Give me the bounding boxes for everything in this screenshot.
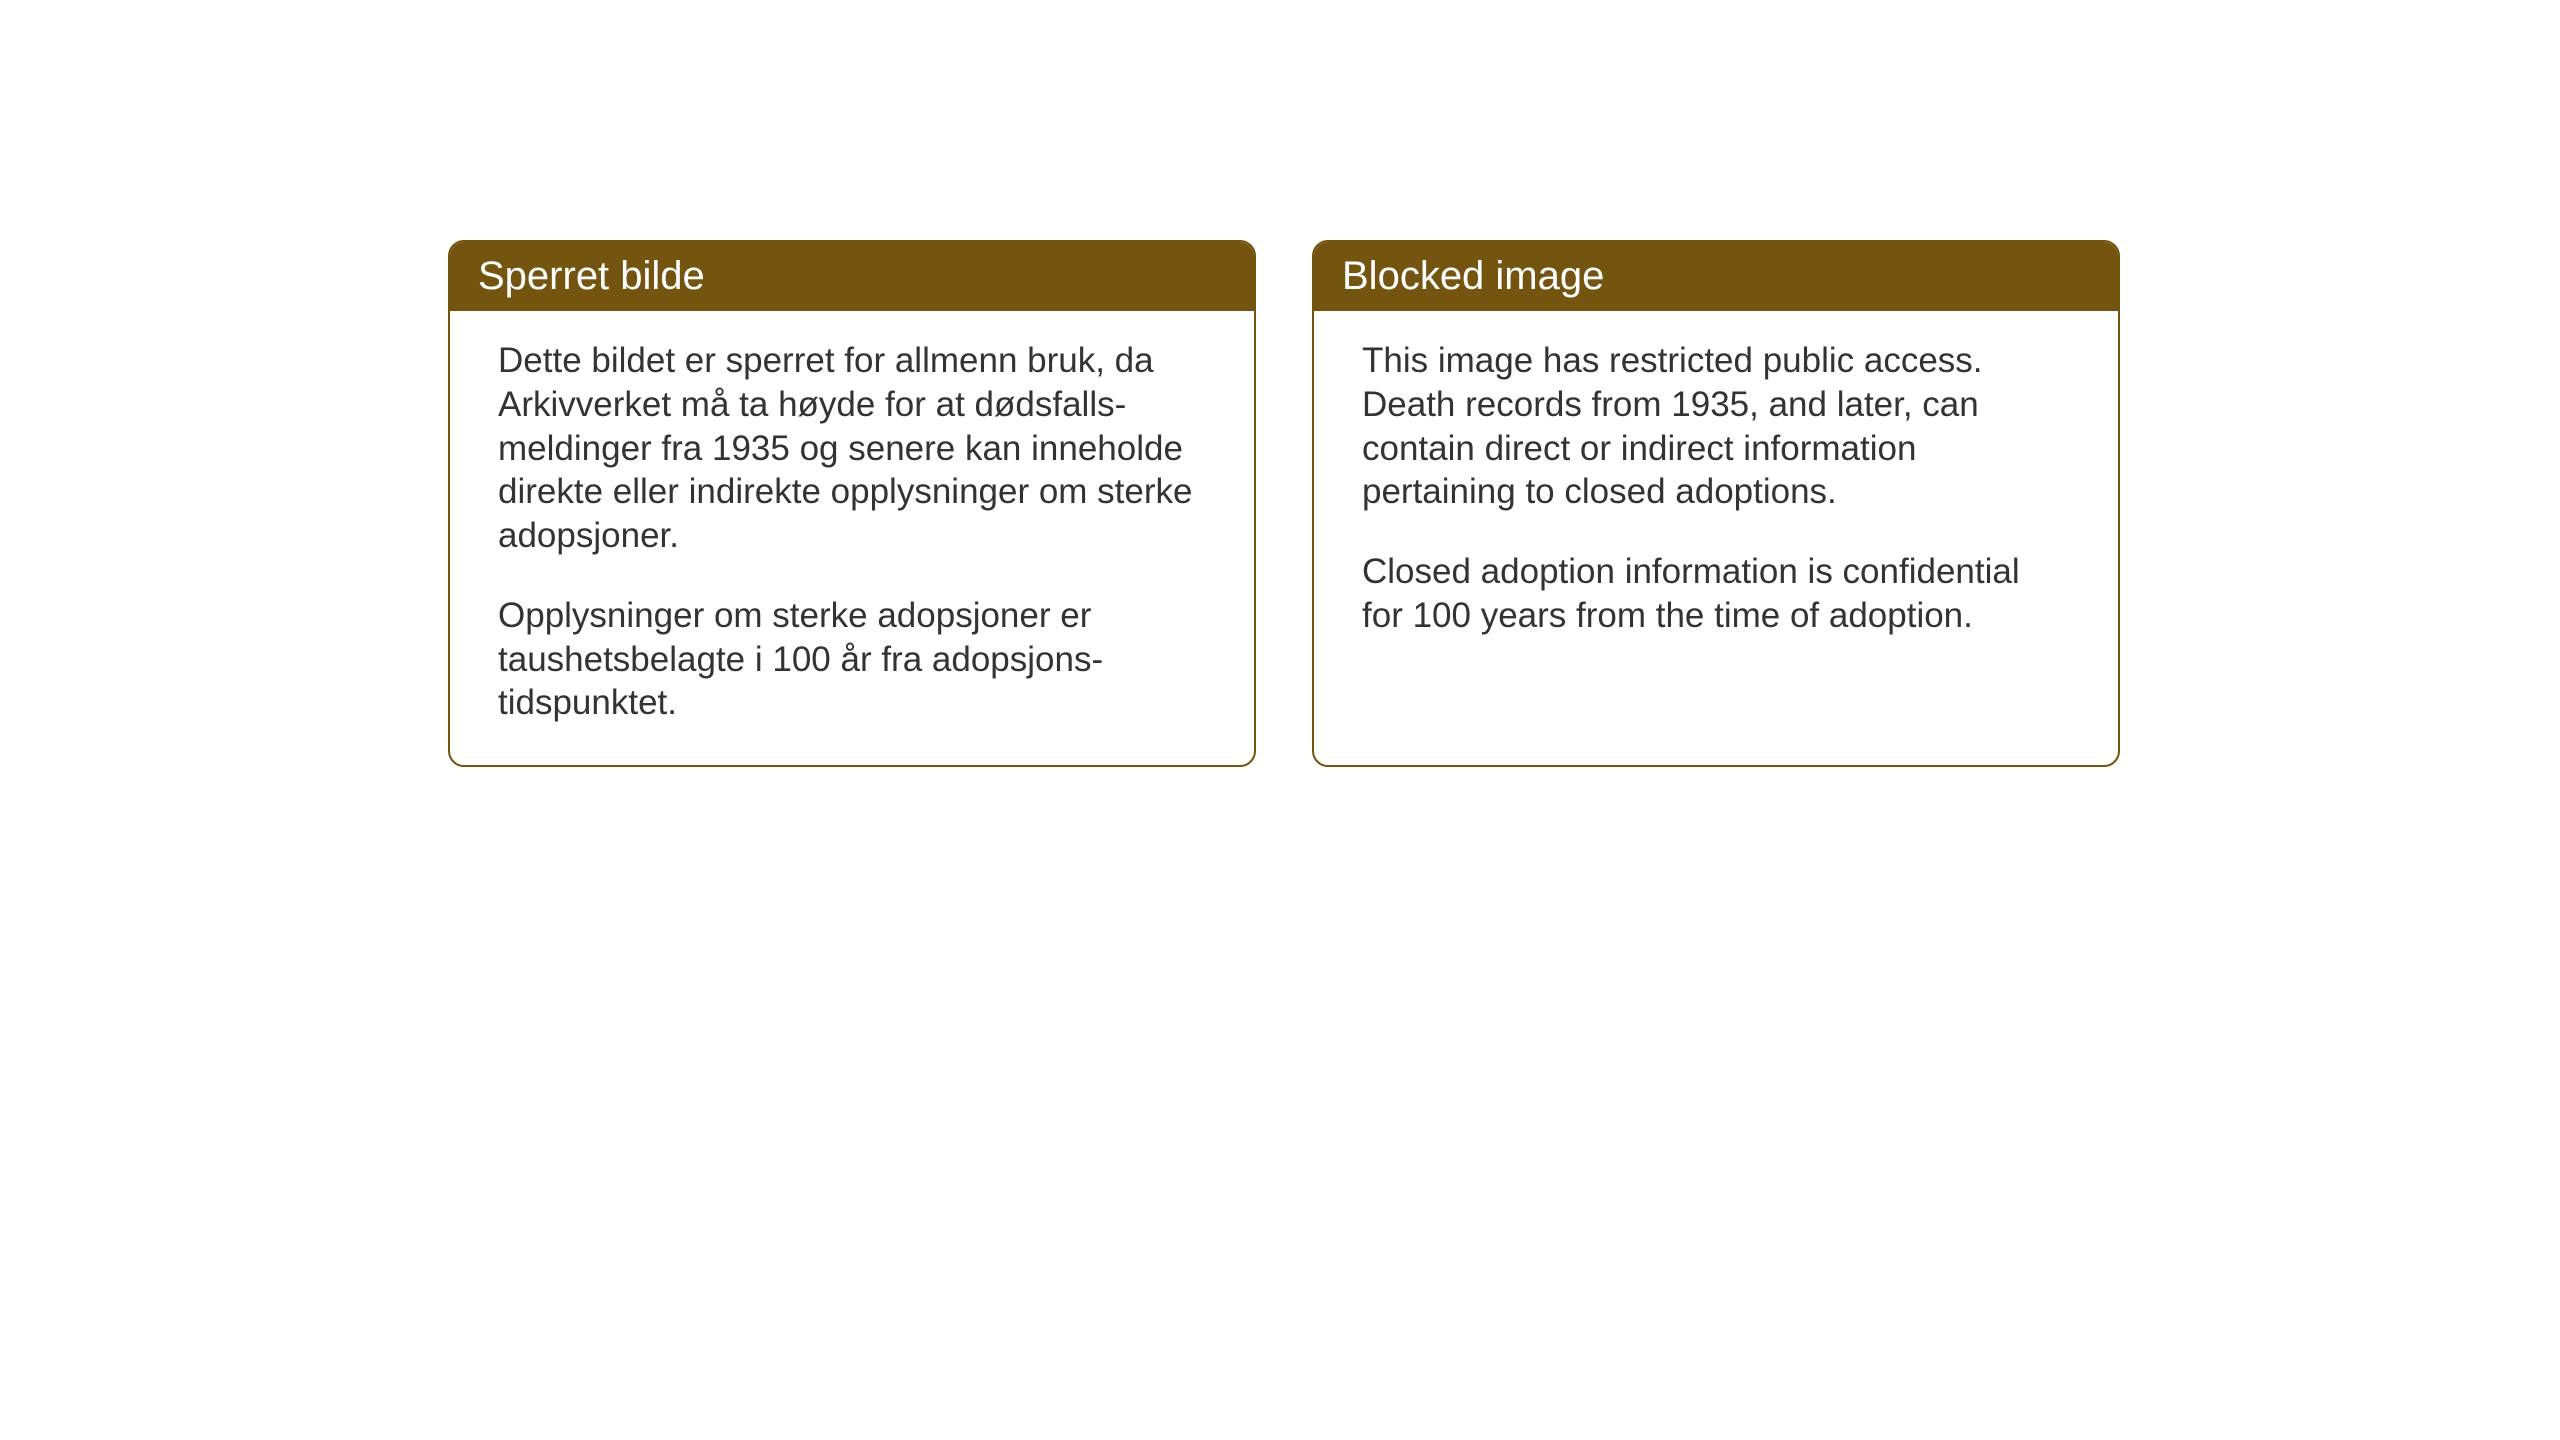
norwegian-card-body: Dette bildet er sperret for allmenn bruk… [450, 311, 1254, 765]
english-card-title: Blocked image [1314, 242, 2118, 311]
english-paragraph-2: Closed adoption information is confident… [1362, 550, 2070, 638]
english-card-body: This image has restricted public access.… [1314, 311, 2118, 678]
norwegian-paragraph-2: Opplysninger om sterke adopsjoner er tau… [498, 594, 1206, 725]
norwegian-notice-card: Sperret bilde Dette bildet er sperret fo… [448, 240, 1256, 767]
norwegian-card-title: Sperret bilde [450, 242, 1254, 311]
notice-container: Sperret bilde Dette bildet er sperret fo… [448, 240, 2120, 767]
english-paragraph-1: This image has restricted public access.… [1362, 339, 2070, 514]
english-notice-card: Blocked image This image has restricted … [1312, 240, 2120, 767]
norwegian-paragraph-1: Dette bildet er sperret for allmenn bruk… [498, 339, 1206, 558]
